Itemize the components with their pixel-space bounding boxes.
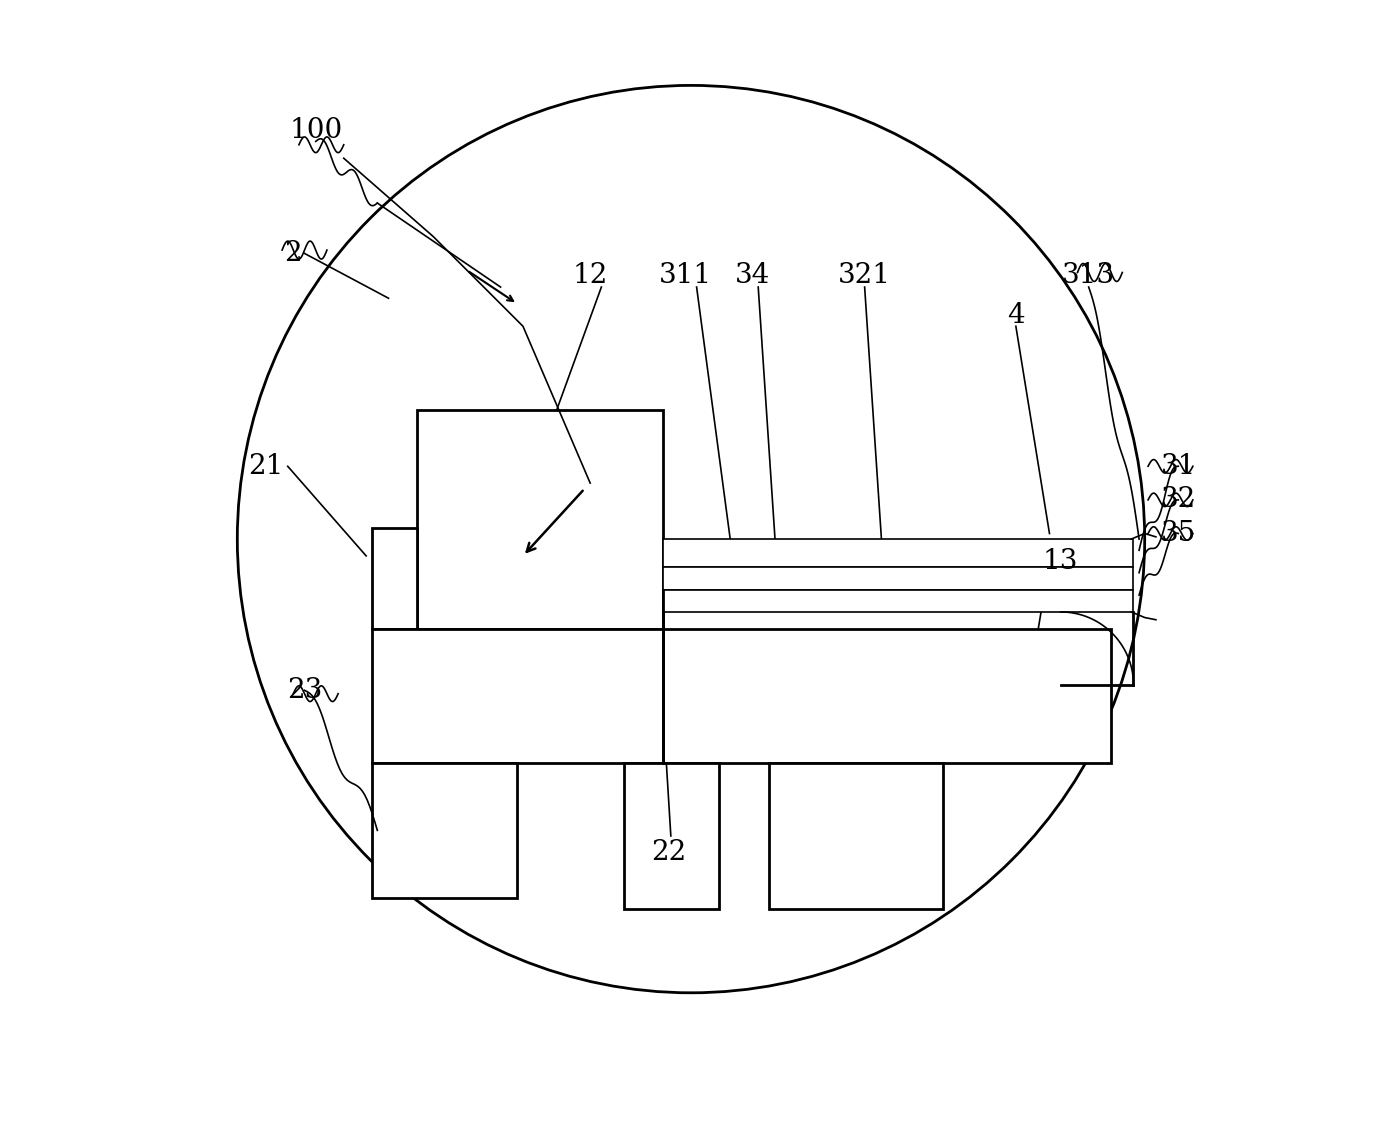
Bar <box>416 410 663 629</box>
Text: 31: 31 <box>1161 453 1195 480</box>
Bar <box>663 590 1133 612</box>
Bar <box>663 567 1133 590</box>
Text: 32: 32 <box>1161 486 1195 513</box>
Bar <box>663 567 1133 590</box>
Bar <box>372 528 416 629</box>
Bar <box>416 410 663 629</box>
Bar <box>663 539 1133 567</box>
Bar <box>372 528 416 629</box>
Text: 311: 311 <box>659 263 712 290</box>
Bar <box>663 590 1133 612</box>
Text: 4: 4 <box>1007 302 1024 329</box>
Text: 313: 313 <box>1063 263 1115 290</box>
Text: 13: 13 <box>1043 548 1078 575</box>
Bar <box>623 764 719 909</box>
Bar <box>372 764 517 897</box>
Bar <box>770 764 943 909</box>
Text: 2: 2 <box>285 240 303 267</box>
Text: 321: 321 <box>837 263 891 290</box>
Bar <box>372 629 1111 764</box>
Bar <box>372 764 517 897</box>
Text: 22: 22 <box>651 839 687 866</box>
Text: 21: 21 <box>247 453 283 480</box>
Bar <box>623 764 719 909</box>
Bar <box>770 764 943 909</box>
Text: 12: 12 <box>572 263 608 290</box>
Text: 34: 34 <box>735 263 770 290</box>
Text: 100: 100 <box>289 117 343 144</box>
Bar <box>663 539 1133 567</box>
Bar <box>372 629 1111 764</box>
Text: 23: 23 <box>287 677 322 704</box>
Text: 35: 35 <box>1161 520 1195 547</box>
